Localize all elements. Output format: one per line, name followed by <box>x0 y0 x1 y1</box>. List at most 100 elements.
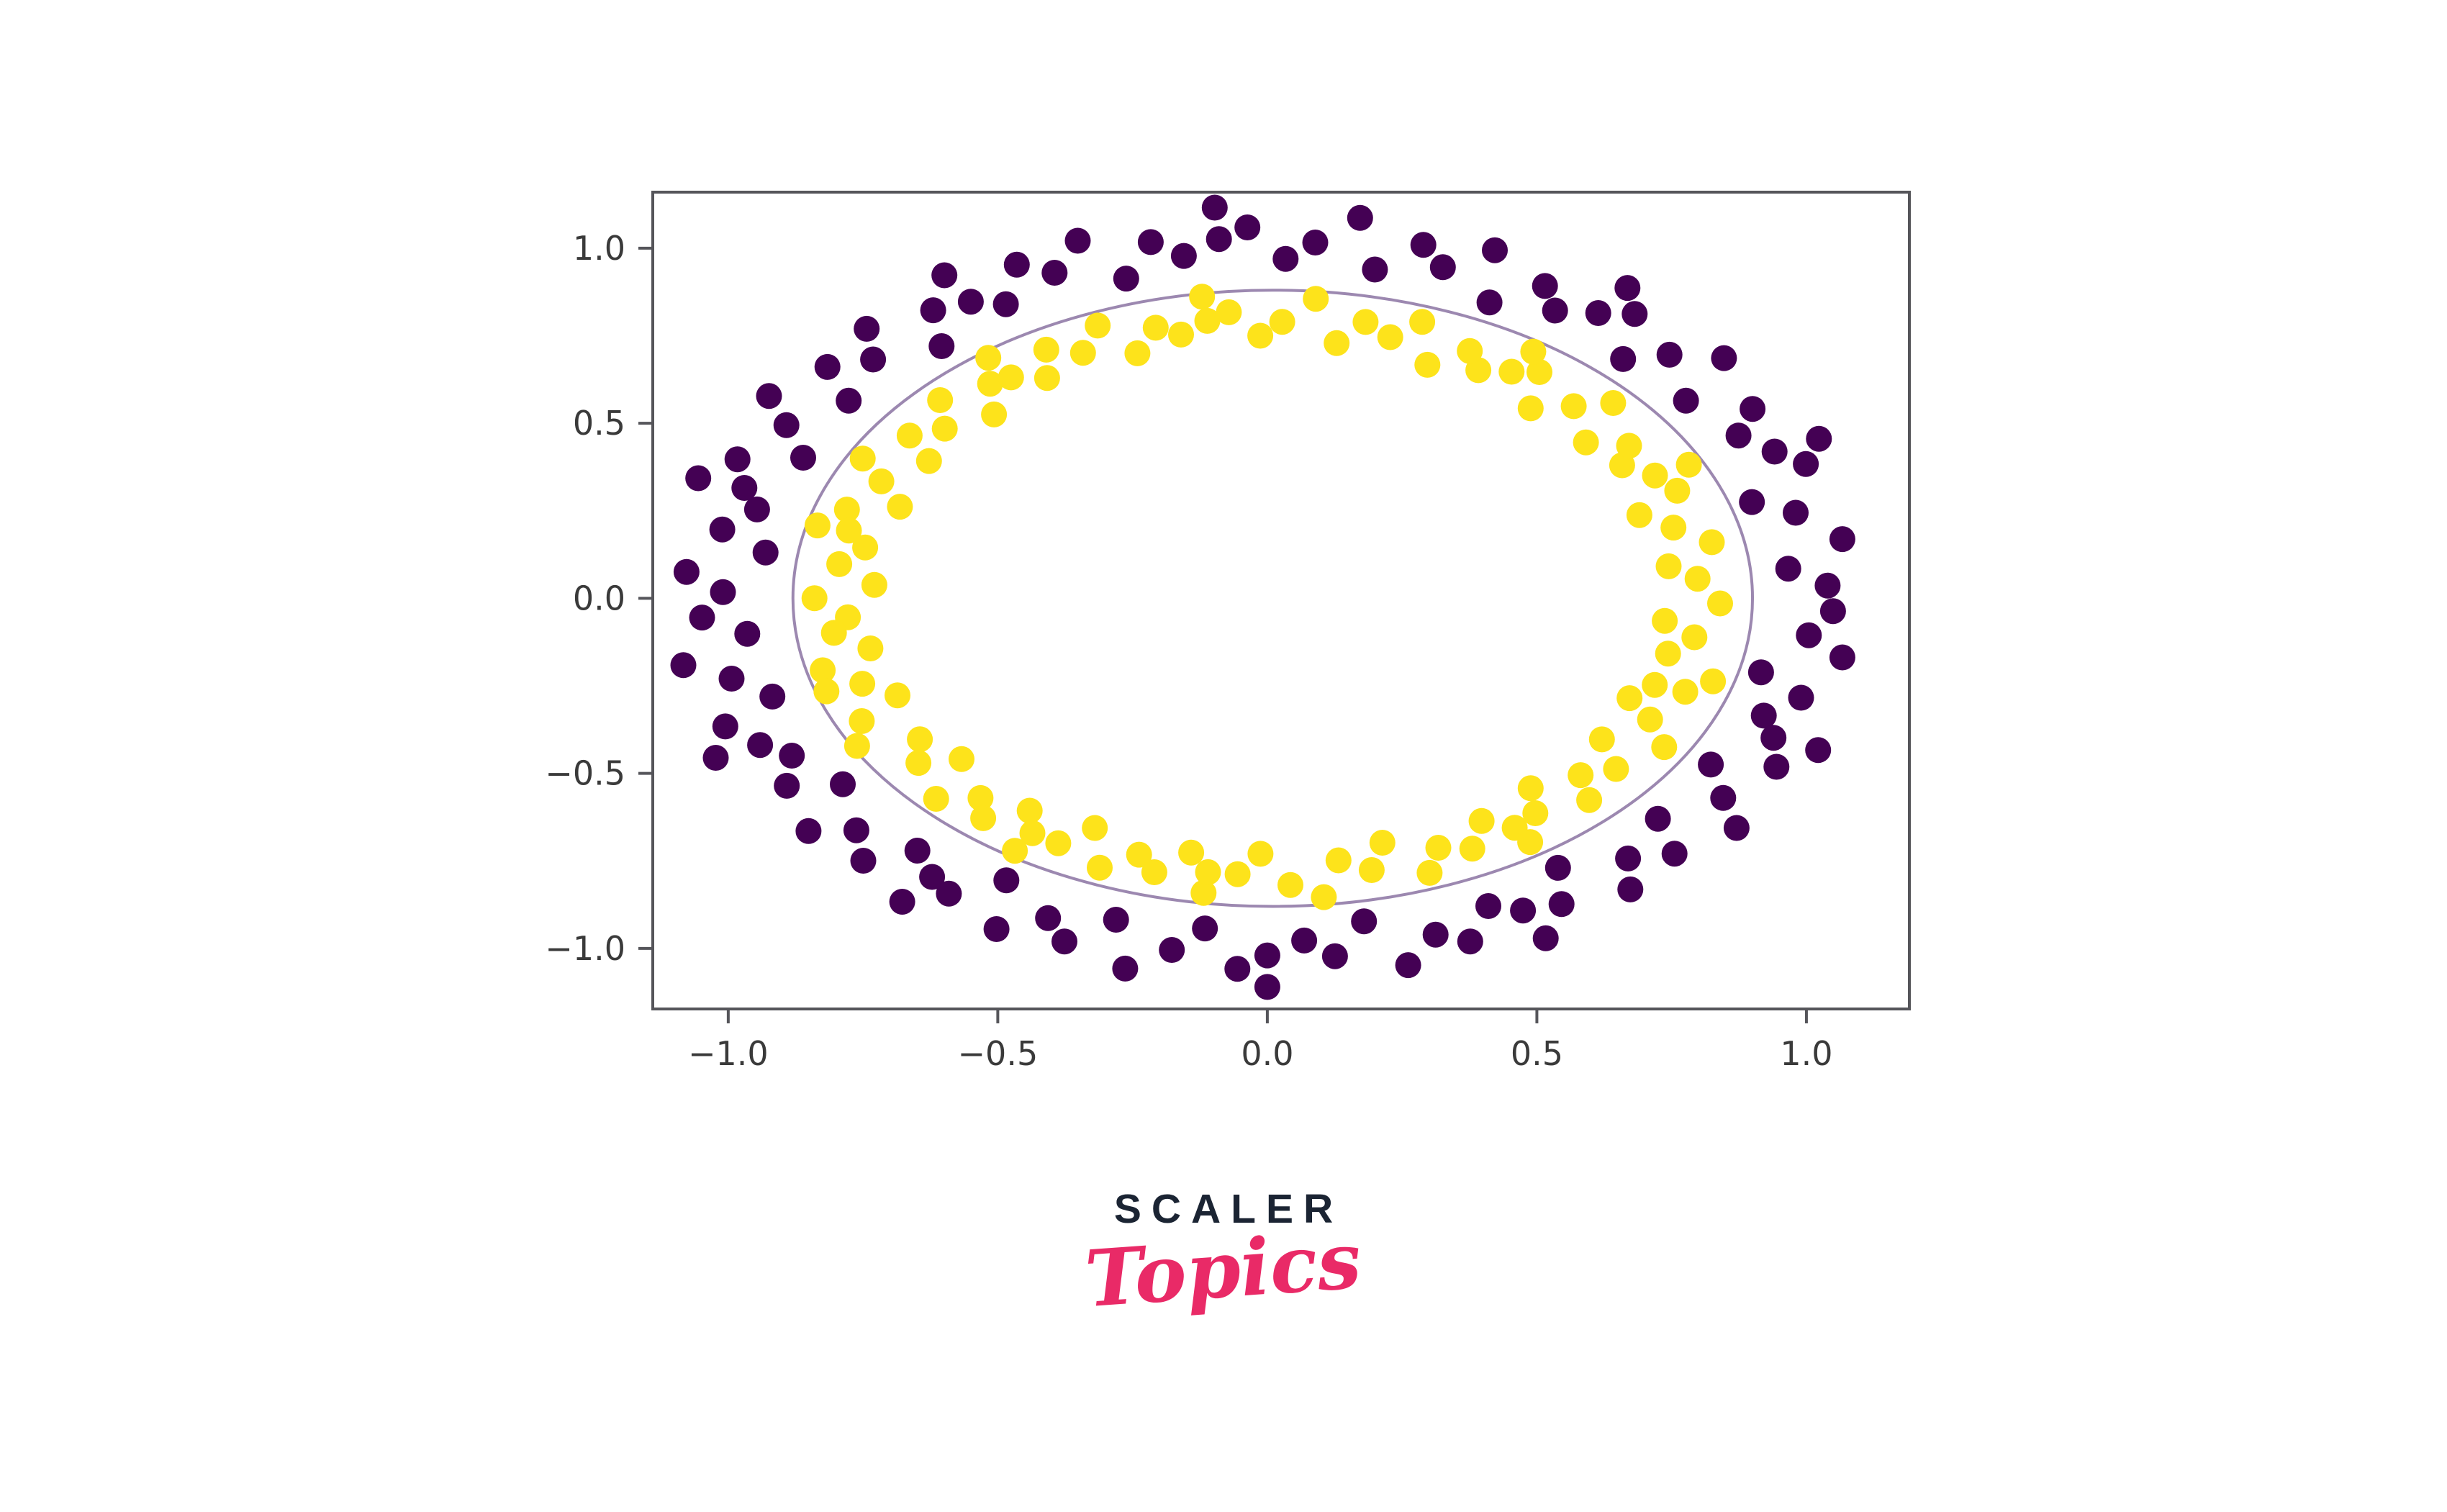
data-point <box>1272 245 1299 272</box>
data-point <box>1750 702 1777 729</box>
data-point <box>1414 351 1441 378</box>
data-point <box>734 620 761 647</box>
data-point <box>718 666 745 692</box>
data-point <box>998 364 1024 391</box>
data-point <box>1573 429 1599 456</box>
data-point <box>927 387 954 413</box>
data-point <box>1655 640 1681 667</box>
data-point <box>850 848 877 874</box>
data-point <box>1033 365 1060 391</box>
data-point <box>1675 451 1702 478</box>
data-point <box>1588 726 1615 753</box>
data-point <box>1672 679 1699 705</box>
y-tick-label: −1.0 <box>545 929 625 968</box>
data-point <box>852 534 879 561</box>
data-point <box>836 387 862 414</box>
data-point <box>1277 872 1303 898</box>
data-point <box>1254 974 1280 1000</box>
data-point <box>1103 907 1129 933</box>
data-point <box>1137 229 1164 255</box>
data-point <box>1763 753 1790 780</box>
data-point <box>1775 556 1801 582</box>
data-point <box>689 605 715 631</box>
data-point <box>919 864 946 890</box>
data-point <box>1302 230 1329 255</box>
data-point <box>1124 340 1151 366</box>
data-point <box>905 750 932 777</box>
data-point <box>1645 805 1671 832</box>
data-point <box>1522 800 1549 826</box>
data-point <box>923 786 949 812</box>
data-point <box>1661 841 1688 867</box>
data-point <box>1651 734 1678 761</box>
data-point <box>843 733 870 759</box>
data-point <box>1698 751 1724 778</box>
data-point <box>1206 226 1232 253</box>
data-point <box>1609 452 1635 479</box>
data-point <box>710 579 736 605</box>
data-point <box>1142 314 1169 341</box>
data-point <box>983 916 1010 942</box>
data-point <box>1303 286 1329 312</box>
data-point <box>1603 756 1629 782</box>
data-point <box>1416 859 1443 886</box>
data-point <box>1224 956 1251 982</box>
data-point <box>1660 515 1687 541</box>
data-point <box>1600 390 1627 416</box>
data-point <box>1819 598 1846 625</box>
data-point <box>1626 502 1652 528</box>
data-point <box>1498 358 1525 385</box>
data-point <box>1710 784 1737 811</box>
data-point <box>1616 685 1643 712</box>
data-point <box>857 635 884 661</box>
x-tick-label: 0.0 <box>1241 1034 1293 1073</box>
data-point <box>1725 422 1752 449</box>
x-tick-label: −0.5 <box>958 1034 1039 1073</box>
data-point <box>1141 859 1167 885</box>
scaler-topics-logo: SCALER Topics <box>0 1189 2447 1326</box>
data-point <box>1369 830 1396 856</box>
data-point <box>1829 526 1855 553</box>
data-point <box>1760 725 1787 751</box>
data-point <box>1814 572 1841 599</box>
data-point <box>795 818 822 844</box>
data-point <box>907 726 933 753</box>
data-point <box>1247 322 1274 349</box>
data-point <box>889 889 915 915</box>
data-point <box>977 371 1003 397</box>
data-point <box>1321 943 1348 969</box>
data-point <box>1085 312 1111 339</box>
data-point <box>1642 462 1668 489</box>
data-point <box>1520 338 1547 365</box>
data-point <box>712 713 738 740</box>
data-point <box>1234 214 1261 240</box>
data-point <box>1035 905 1062 931</box>
data-point <box>1192 915 1218 942</box>
data-point <box>790 445 816 471</box>
data-point <box>1352 309 1379 335</box>
data-point <box>1126 841 1152 868</box>
data-point <box>885 682 910 709</box>
data-point <box>1806 425 1832 452</box>
data-point <box>1351 908 1378 935</box>
data-point <box>1003 251 1030 278</box>
data-point <box>1510 897 1537 924</box>
data-point <box>1016 797 1043 824</box>
data-point <box>1170 243 1197 269</box>
data-point <box>931 262 958 289</box>
data-point <box>975 345 1002 371</box>
data-point <box>860 346 887 373</box>
data-point <box>731 475 758 501</box>
data-point <box>1568 762 1594 789</box>
y-tick-label: 0.5 <box>573 404 625 443</box>
data-point <box>1113 266 1139 292</box>
data-point <box>1548 891 1575 918</box>
x-tick-label: 0.5 <box>1511 1034 1563 1073</box>
decision-boundary <box>791 289 1755 908</box>
data-point <box>1195 859 1221 885</box>
data-point <box>1614 275 1641 302</box>
y-tick-label: −0.5 <box>545 754 625 793</box>
data-point <box>724 446 751 473</box>
data-point <box>1002 838 1028 864</box>
